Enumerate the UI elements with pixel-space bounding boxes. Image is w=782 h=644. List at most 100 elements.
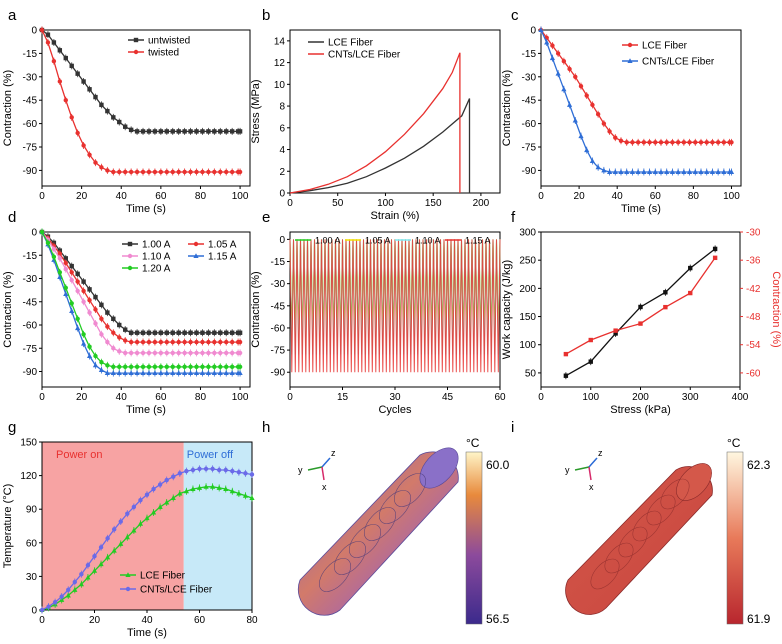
y-tick-label: 0 [279,189,285,200]
data-point [688,265,693,271]
legend-label: twisted [148,48,179,59]
data-point [105,339,110,345]
legend-marker [627,42,633,48]
data-point [194,350,199,356]
data-point [188,339,193,345]
data-point [538,27,544,32]
data-point [693,140,698,145]
colorbar-unit-h: °C [466,436,480,450]
data-point [194,169,199,175]
y-axis-label: Contraction (%) [250,271,262,347]
data-point [78,581,84,587]
data-point [595,112,601,117]
panel-letter-c: c [511,7,519,24]
data-point [59,594,64,599]
data-point [237,364,243,370]
x-tick-label: 30 [389,392,401,403]
series-line [540,29,732,173]
data-point [641,140,647,145]
data-point [629,169,636,174]
data-point [561,59,567,64]
data-point [188,330,193,335]
data-point [578,83,584,89]
panel-letter-e: e [262,209,270,226]
y-tick-label: 100 [519,340,536,351]
sim-panel-h: y z x °C 60.0 56.5 [297,436,510,626]
data-point [721,140,727,145]
colorbar-max-i: 62.3 [747,458,771,472]
data-point [63,55,68,61]
data-point [641,169,647,174]
data-point [176,129,181,134]
data-point [200,364,205,370]
data-point [223,486,229,492]
plot-frame [41,231,251,388]
panel-letter-g: g [8,419,16,436]
x-tick-label: 40 [612,191,624,202]
y-tick-label: 10 [274,80,286,91]
x-tick-label: 40 [116,392,128,403]
data-point [211,370,217,376]
data-point [111,364,116,370]
data-point [188,129,193,134]
legend-label: 1.00 A [315,236,341,246]
data-point [664,169,670,174]
data-point [137,520,144,526]
data-point [601,167,607,173]
data-point [218,129,223,134]
legend-label: 1.10 A [142,252,171,263]
y-tick-label: 150 [20,438,37,449]
x-tick-label: 60 [155,392,167,403]
colorbar-min-i: 61.9 [747,612,771,626]
y-tick-label: 14 [274,36,286,47]
data-point [624,169,630,174]
data-point [182,350,187,356]
data-point [117,335,122,340]
data-point [146,169,152,175]
data-point [69,277,74,283]
data-point [199,370,206,376]
y-tick-label: 4 [279,145,285,156]
data-point [111,169,116,175]
data-point [81,143,86,148]
x-axis-label: Stress (kPa) [610,404,671,416]
data-point [663,304,668,310]
plot-frame [540,29,742,187]
data-point [123,350,128,356]
data-point [203,484,209,489]
data-point [57,270,63,275]
data-point [249,472,255,477]
x-tick-label: 100 [232,392,249,403]
y2-tick-label: -54 [746,340,761,351]
axis-triad-h: y z x [298,448,336,492]
data-point [652,169,658,174]
triad-z-label-i: z [598,448,603,458]
data-point [170,330,175,335]
plot-frame [289,29,501,194]
y-tick-label: 12 [274,58,286,69]
data-point [669,169,676,174]
data-point [69,115,74,120]
legend-label: 1.15 A [465,236,491,246]
data-point [46,604,51,609]
y-tick-label: -75 [23,344,38,355]
data-point [98,367,105,372]
triad-y-label-h: y [298,465,303,475]
data-point [75,71,80,76]
power-on-region [42,442,184,610]
colorbar-i [726,451,744,625]
y-tick-label: -75 [271,346,286,357]
colorbar-max-h: 60.0 [486,458,510,472]
y-tick-label: -75 [522,143,537,154]
y-tick-label: 300 [519,228,536,239]
data-point [93,321,98,326]
data-point [87,298,92,303]
data-point [563,351,569,357]
data-point [164,169,169,175]
data-point [164,370,170,376]
data-point [646,169,653,174]
data-point [146,370,152,376]
data-point [687,140,692,145]
data-point [164,339,169,345]
data-point [158,129,164,134]
